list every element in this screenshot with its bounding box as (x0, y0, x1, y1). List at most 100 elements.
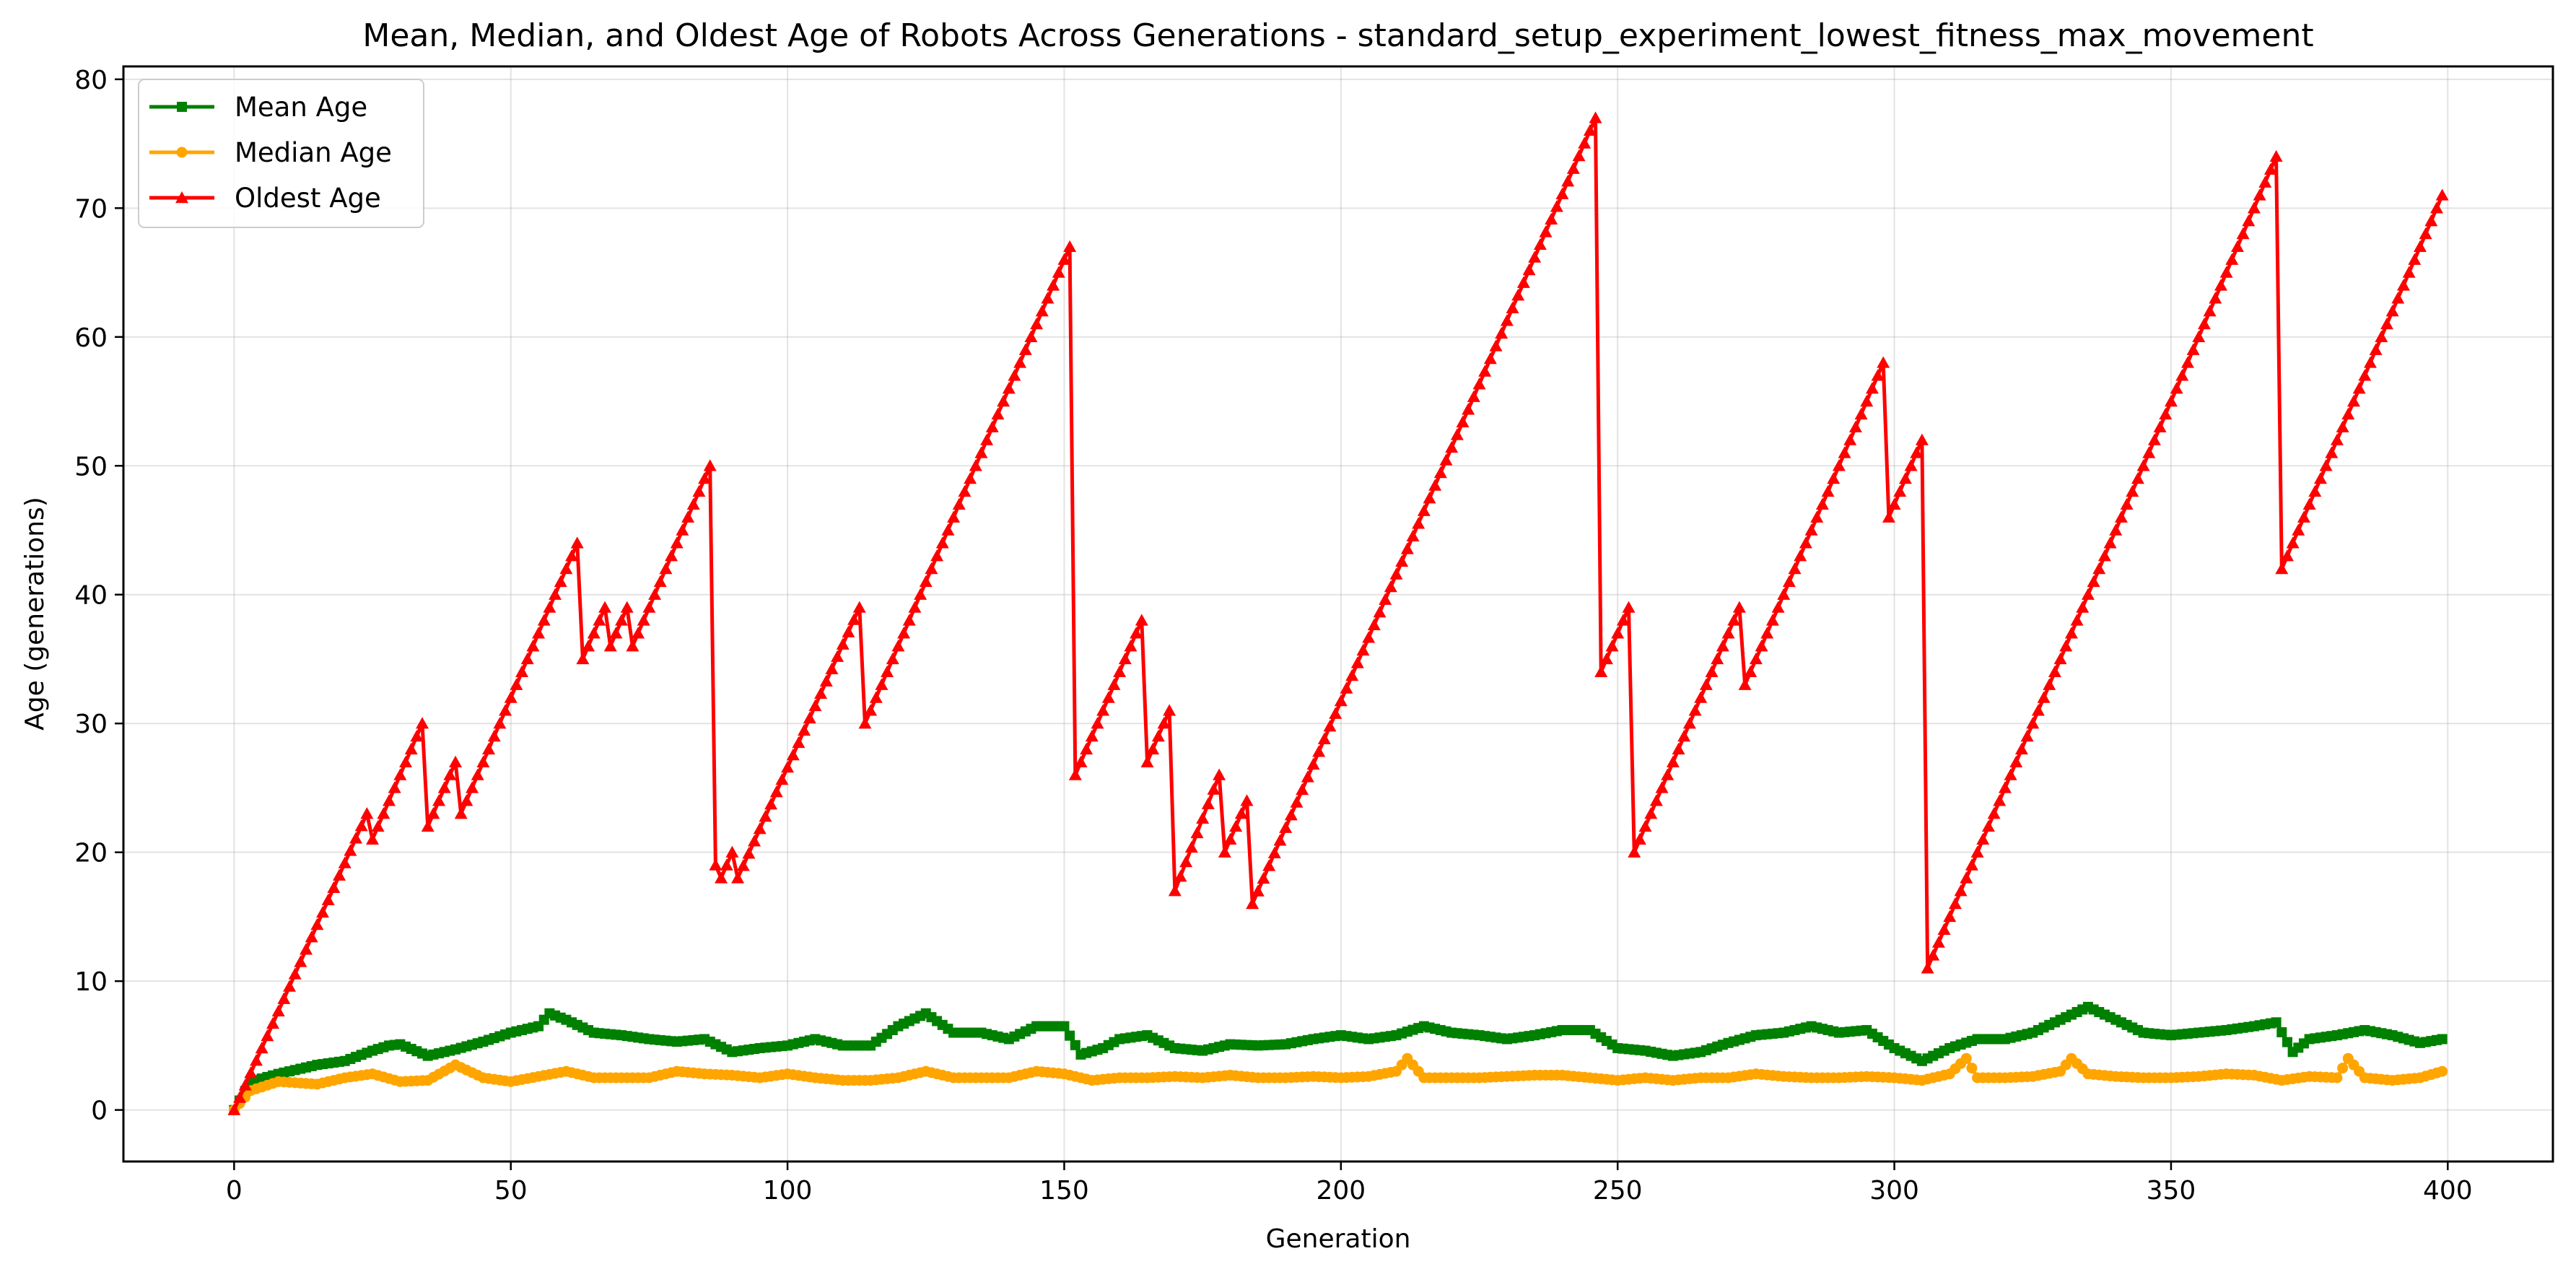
oldest-age-point (1218, 845, 1231, 858)
oldest-age-point (1644, 807, 1658, 819)
oldest-age-point (338, 856, 352, 868)
oldest-age-point (2429, 201, 2443, 214)
oldest-age-point (2064, 627, 2078, 639)
oldest-age-point (1616, 614, 1630, 626)
oldest-age-point (869, 691, 883, 703)
legend: Mean Age Median Age Oldest Age (138, 79, 424, 228)
oldest-age-point (925, 562, 938, 575)
oldest-age-point (615, 614, 629, 626)
oldest-age-point (499, 704, 512, 716)
oldest-age-point (1184, 840, 1198, 853)
oldest-age-point (250, 1054, 263, 1066)
oldest-age-point (2209, 292, 2222, 304)
oldest-age-point (1024, 330, 1038, 342)
oldest-age-point (344, 844, 357, 856)
oldest-age-point (1516, 276, 1530, 288)
oldest-age-point (842, 625, 855, 637)
oldest-age-point (1483, 352, 1497, 365)
oldest-age-point (1478, 365, 1492, 377)
oldest-age-point (1157, 717, 1171, 729)
oldest-age-point (1638, 819, 1652, 832)
oldest-age-point (2053, 652, 2067, 665)
mean-age-point (2276, 1027, 2287, 1037)
oldest-age-point (1555, 187, 1569, 199)
oldest-age-point (1417, 504, 1431, 516)
oldest-age-point (1871, 369, 1885, 381)
oldest-age-point (2014, 742, 2028, 755)
oldest-age-point (1993, 794, 2007, 806)
oldest-age-point (1572, 149, 1586, 162)
oldest-age-point (2336, 420, 2349, 432)
oldest-age-point (1035, 305, 1049, 317)
oldest-age-point (1201, 797, 1215, 809)
oldest-age-point (1267, 846, 1281, 859)
oldest-age-point (1533, 237, 1547, 250)
oldest-age-point (692, 484, 706, 497)
oldest-age-point (1433, 466, 1447, 479)
oldest-age-point (2402, 266, 2416, 278)
oldest-age-point (1041, 292, 1055, 304)
oldest-age-point (1904, 459, 1918, 471)
oldest-age-point (1965, 858, 1978, 871)
oldest-age-point (2103, 536, 2117, 549)
mean-age-point (1070, 1040, 1080, 1050)
oldest-age-point (2230, 240, 2244, 253)
oldest-age-point (1915, 433, 1929, 445)
oldest-age-point (775, 773, 789, 785)
oldest-age-point (1467, 390, 1480, 402)
oldest-age-point (1960, 871, 1973, 884)
oldest-age-point (1047, 279, 1060, 291)
oldest-age-point (1843, 433, 1857, 445)
oldest-age-point (1168, 884, 1182, 897)
y-tick-label: 50 (74, 452, 108, 481)
oldest-age-point (891, 640, 905, 652)
oldest-age-point (2214, 279, 2227, 291)
oldest-age-point (1213, 768, 1226, 780)
oldest-age-point (831, 650, 844, 662)
oldest-age-point (266, 1016, 280, 1029)
oldest-age-point (1356, 643, 1370, 656)
oldest-age-point (753, 822, 767, 834)
oldest-age-point (1345, 668, 1359, 681)
oldest-age-point (1827, 472, 1841, 484)
oldest-age-point (1234, 807, 1248, 819)
oldest-age-point (1113, 665, 1127, 678)
oldest-age-point (997, 395, 1010, 407)
oldest-age-point (2242, 214, 2256, 227)
oldest-age-point (2419, 227, 2432, 240)
oldest-age-point (1545, 212, 1558, 225)
oldest-age-point (1727, 614, 1741, 626)
oldest-age-point (1672, 742, 1685, 755)
oldest-age-point (2153, 420, 2167, 432)
oldest-age-point (698, 472, 712, 484)
oldest-age-point (1854, 407, 1868, 420)
oldest-age-point (2435, 188, 2449, 201)
oldest-age-point (2192, 330, 2206, 342)
oldest-age-point (969, 459, 982, 471)
series-layer (227, 111, 2449, 1116)
oldest-age-point (1013, 356, 1027, 368)
oldest-age-point (399, 755, 413, 767)
oldest-age-point (1948, 897, 1962, 910)
oldest-age-point (244, 1066, 258, 1078)
oldest-age-point (1135, 614, 1148, 626)
oldest-age-point (1655, 781, 1669, 793)
oldest-age-point (1578, 136, 1592, 149)
oldest-age-point (1589, 111, 1602, 123)
oldest-age-point (515, 665, 529, 678)
oldest-age-point (1412, 517, 1425, 529)
oldest-age-point (947, 510, 961, 523)
oldest-age-point (570, 536, 584, 549)
oldest-age-point (1096, 704, 1110, 716)
oldest-age-point (825, 662, 839, 674)
oldest-age-point (1179, 855, 1193, 868)
oldest-age-point (847, 613, 861, 625)
mean-age-point (2282, 1037, 2292, 1047)
oldest-age-point (487, 730, 501, 742)
oldest-age-point (1777, 588, 1791, 600)
oldest-age-point (576, 652, 590, 665)
legend-item-median-age: Median Age (149, 137, 392, 168)
oldest-age-point (875, 678, 888, 690)
oldest-age-point (1821, 484, 1835, 497)
legend-marker-mean-age (177, 102, 187, 112)
